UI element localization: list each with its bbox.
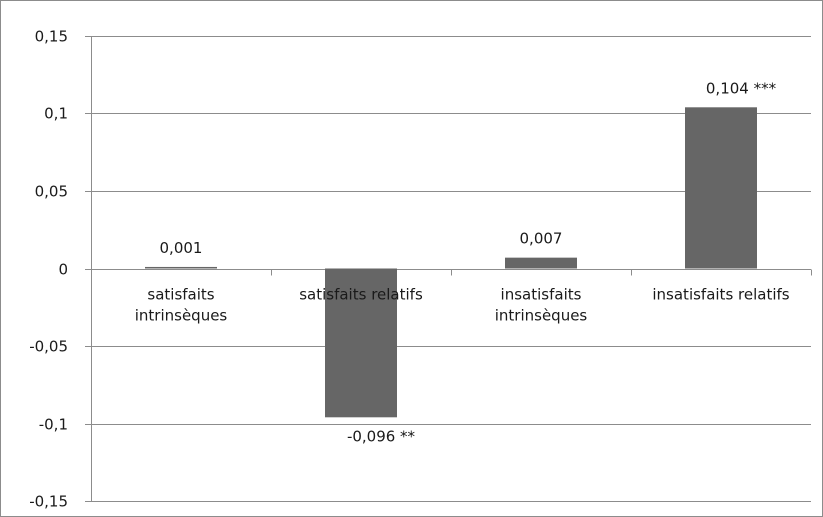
x-category-label: insatisfaits relatifs bbox=[652, 286, 789, 304]
bar bbox=[685, 107, 757, 269]
x-category-label: satisfaits relatifs bbox=[299, 286, 423, 304]
axes bbox=[91, 36, 812, 501]
y-tick-label: 0,05 bbox=[35, 183, 68, 201]
data-label: 0,104 *** bbox=[706, 79, 777, 97]
x-category-label: intrinsèques bbox=[135, 307, 228, 325]
x-category-label: intrinsèques bbox=[495, 307, 588, 325]
data-label: 0,007 bbox=[520, 230, 563, 248]
bars bbox=[145, 107, 757, 418]
data-label: 0,001 bbox=[160, 239, 203, 257]
y-tick-label: -0,1 bbox=[39, 416, 68, 434]
y-tick-label: 0 bbox=[58, 261, 68, 279]
x-category-label: insatisfaits bbox=[501, 286, 582, 304]
bar bbox=[145, 266, 217, 269]
data-label: -0,096 ** bbox=[347, 427, 416, 445]
labels: 0,15 0,1 0,05 0 -0,05 -0,1 -0,15 satisfaits intr… bbox=[29, 28, 790, 511]
y-tick-label: 0,15 bbox=[35, 28, 68, 46]
y-tick-label: 0,1 bbox=[44, 105, 68, 123]
y-tick-label: -0,05 bbox=[29, 338, 68, 356]
y-tick-label: -0,15 bbox=[29, 493, 68, 511]
bar bbox=[325, 268, 397, 418]
x-category-label: satisfaits bbox=[147, 286, 214, 304]
bar bbox=[505, 257, 577, 269]
